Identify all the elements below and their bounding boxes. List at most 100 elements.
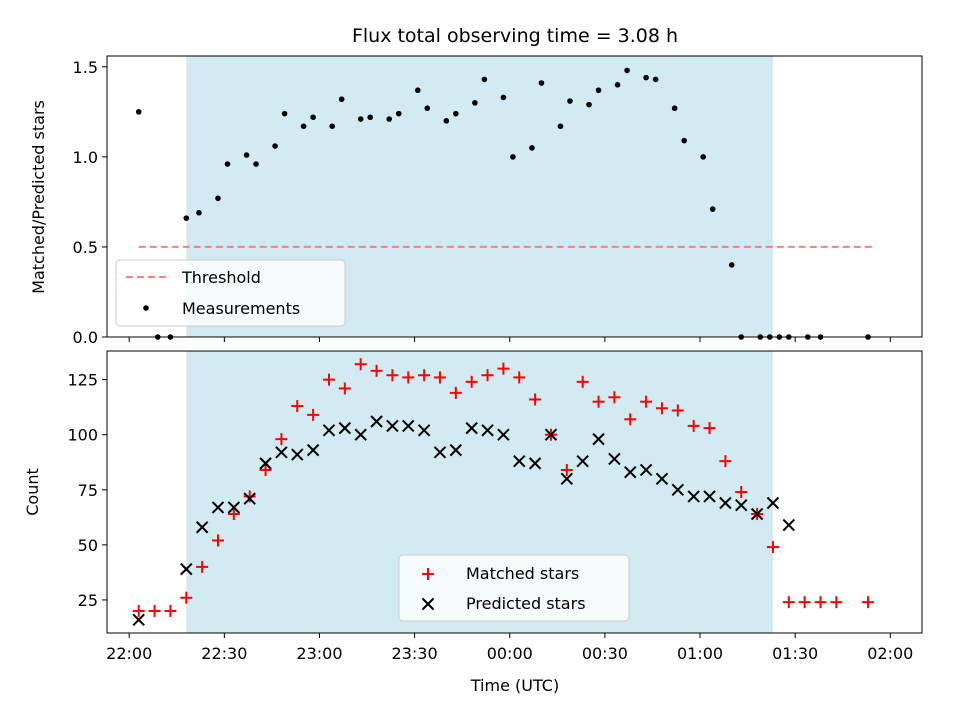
predicted-star-point — [576, 454, 589, 468]
x-tick-label: 23:00 — [296, 644, 342, 663]
matched-star-point — [322, 373, 335, 386]
matched-star-point — [354, 358, 367, 371]
predicted-star-point — [180, 562, 193, 576]
measurement-point — [586, 101, 592, 108]
predicted-star-point — [671, 483, 685, 497]
top-ylabel: Matched/Predicted stars — [29, 100, 48, 294]
bottom-ylabel: Count — [23, 468, 42, 516]
predicted-star-point — [655, 472, 669, 485]
predicted-star-point — [624, 465, 637, 479]
matched-star-point — [132, 604, 145, 617]
x-tick-label: 02:00 — [867, 644, 913, 663]
measurement-point — [538, 80, 545, 86]
measurement-point — [367, 114, 374, 121]
ratio-plot: 0.0 0.5 1.0 1.5 Threshold Measurements — [73, 55, 923, 347]
measurement-point — [414, 87, 421, 94]
predicted-star-point — [259, 457, 272, 470]
x-tick-label: 00:30 — [582, 644, 628, 663]
matched-star-point — [307, 408, 320, 421]
measurement-point — [281, 110, 288, 117]
matched-star-point — [465, 375, 478, 388]
measurement-point — [681, 137, 687, 144]
x-tick-label: 01:30 — [772, 644, 818, 663]
matched-star-point — [608, 391, 621, 404]
y-tick-label: 125 — [67, 371, 98, 390]
matched-star-point — [703, 422, 716, 435]
matched-star-point — [592, 395, 605, 408]
measurement-point — [357, 116, 364, 122]
axes-frame — [106, 350, 923, 634]
measurement-point — [310, 114, 316, 121]
legend-matched-label: Matched stars — [466, 564, 579, 583]
predicted-star-point — [433, 446, 447, 459]
matched-star-point — [640, 395, 653, 408]
predicted-star-point — [513, 454, 526, 468]
matched-star-point — [497, 362, 510, 375]
matched-star-point — [259, 463, 272, 476]
measurement-point — [183, 215, 190, 221]
measurement-point — [424, 105, 431, 112]
predicted-star-point — [544, 428, 558, 441]
predicted-star-point — [402, 419, 415, 433]
predicted-star-point — [227, 501, 241, 514]
measurement-point — [300, 123, 307, 130]
predicted-star-point — [750, 507, 764, 521]
matched-star-point — [782, 596, 795, 609]
predicted-star-point — [370, 415, 383, 428]
matched-star-point — [624, 413, 637, 426]
matched-star-point — [655, 402, 668, 415]
measurement-point — [643, 74, 649, 81]
measurement-point — [243, 152, 250, 158]
matched-star-point — [370, 364, 383, 377]
x-tick-label: 22:30 — [201, 644, 247, 663]
measurement-point — [500, 94, 507, 101]
legend-threshold-label: Threshold — [181, 268, 261, 287]
measurement-point — [329, 123, 335, 130]
matched-star-point — [481, 369, 494, 382]
legend-predicted-label: Predicted stars — [466, 594, 586, 613]
predicted-star-point — [211, 501, 225, 514]
matched-star-point — [529, 393, 542, 406]
predicted-star-point — [782, 518, 796, 532]
y-tick-label: 0.5 — [73, 238, 98, 257]
measurement-point — [395, 110, 402, 117]
measurement-point — [595, 87, 602, 94]
y-tick-label: 100 — [67, 426, 98, 445]
predicted-star-point — [354, 428, 367, 441]
matched-star-point — [735, 486, 748, 498]
x-tick-label: 01:00 — [677, 644, 723, 663]
x-tick-label: 23:30 — [392, 644, 438, 663]
measurement-point — [614, 82, 621, 88]
predicted-star-point — [243, 492, 256, 505]
measurement-point — [338, 96, 345, 103]
predicted-star-point — [560, 472, 574, 485]
matched-star-point — [148, 604, 161, 617]
predicted-star-point — [592, 432, 605, 446]
y-tick-label: 1.0 — [73, 148, 98, 167]
y-tick-label: 1.5 — [73, 58, 98, 77]
matched-star-point — [433, 371, 446, 384]
measurement-point — [728, 262, 735, 268]
measurement-point — [224, 161, 231, 167]
legend-measurement-swatch — [143, 305, 149, 311]
predicted-star-point — [322, 424, 336, 437]
y-tick-label: 25 — [78, 591, 98, 610]
matched-star-point — [243, 490, 256, 503]
measurement-point — [215, 195, 221, 202]
measurement-point — [700, 154, 706, 160]
matched-star-point — [513, 371, 526, 384]
y-tick-label: 0.0 — [73, 328, 98, 347]
legend-box — [115, 259, 346, 327]
predicted-star-point — [703, 490, 716, 503]
matched-star-point — [196, 560, 209, 573]
matched-star-point — [560, 463, 573, 476]
matched-star-point — [830, 596, 843, 609]
matched-star-point — [671, 404, 684, 417]
x-tick-label: 22:00 — [106, 644, 152, 663]
measurement-point — [472, 100, 478, 106]
predicted-star-point — [481, 424, 494, 437]
predicted-star-point — [719, 496, 732, 510]
measurement-point — [272, 143, 278, 149]
matched-star-point — [449, 386, 462, 399]
measurement-point — [624, 67, 630, 74]
